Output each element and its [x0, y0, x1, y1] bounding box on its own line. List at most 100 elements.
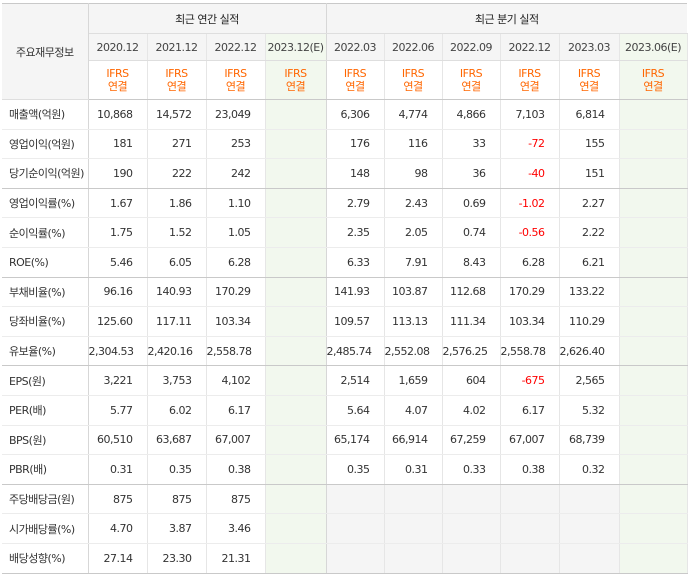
table-row: EPS(원) 3,221 3,753 4,102 2,514 1,659 604 -675 2,… — [2, 365, 688, 396]
period-header: 2022.12 — [206, 33, 266, 61]
row-label: 시가배당률(%) — [2, 513, 89, 544]
period-header: 2022.03 — [326, 33, 385, 61]
data-cell: 2,558.78 — [500, 336, 560, 367]
data-cell — [265, 217, 327, 248]
data-cell — [265, 158, 327, 189]
data-cell — [265, 99, 327, 130]
period-header: 2023.03 — [559, 33, 620, 61]
row-label: 영업이익률(%) — [2, 188, 89, 219]
data-cell: 3,753 — [147, 365, 207, 396]
data-cell: 14,572 — [147, 99, 207, 130]
data-cell — [384, 543, 443, 574]
table-row: 주당배당금(원) 875 875 875 — [2, 484, 688, 515]
period-header: 2021.12 — [147, 33, 207, 61]
data-cell: 170.29 — [206, 277, 266, 308]
ifrs-badge: IFRS 연결 — [265, 60, 327, 100]
data-cell: 155 — [559, 129, 620, 160]
data-cell: 36 — [442, 158, 501, 189]
data-cell: 103.34 — [500, 306, 560, 337]
data-cell — [619, 336, 688, 367]
data-cell — [619, 129, 688, 160]
data-cell: 1.67 — [88, 188, 148, 219]
table-row: 당좌비율(%) 125.60 117.11 103.34 109.57 113.13 111… — [2, 306, 688, 337]
row-label: 당기순이익(억원) — [2, 158, 89, 189]
row-label: 부채비율(%) — [2, 277, 89, 308]
data-cell — [265, 188, 327, 219]
table-row: PER(배) 5.77 6.02 6.17 5.64 4.07 4.02 6.17 5.32 — [2, 395, 688, 426]
data-cell — [559, 513, 620, 544]
row-label: 배당성향(%) — [2, 543, 89, 574]
data-cell: 6.33 — [326, 247, 385, 278]
data-cell — [265, 454, 327, 485]
row-label: 유보율(%) — [2, 336, 89, 367]
data-cell: 1.86 — [147, 188, 207, 219]
ifrs-badge: IFRS 연결 — [442, 60, 501, 100]
table-row: 영업이익률(%) 1.67 1.86 1.10 2.79 2.43 0.69 -1.02 2.2… — [2, 188, 688, 219]
data-cell: 117.11 — [147, 306, 207, 337]
data-cell — [559, 484, 620, 515]
data-cell — [619, 306, 688, 337]
ifrs-label: IFRS — [518, 67, 541, 80]
data-cell: 2.35 — [326, 217, 385, 248]
data-cell — [500, 484, 560, 515]
data-cell: 190 — [88, 158, 148, 189]
data-cell: 5.46 — [88, 247, 148, 278]
data-cell: 5.32 — [559, 395, 620, 426]
period-header: 2022.06 — [384, 33, 443, 61]
table-row: 부채비율(%) 96.16 140.93 170.29 141.93 103.87 112.… — [2, 277, 688, 308]
data-cell: 2.05 — [384, 217, 443, 248]
data-cell: 111.34 — [442, 306, 501, 337]
data-cell — [442, 513, 501, 544]
data-cell — [619, 247, 688, 278]
data-cell: 181 — [88, 129, 148, 160]
row-label: EPS(원) — [2, 365, 89, 396]
consolidated-label: 연결 — [107, 80, 128, 93]
row-label: ROE(%) — [2, 247, 89, 278]
table-row: 당기순이익(억원) 190 222 242 148 98 36 -40 151 — [2, 158, 688, 189]
data-cell: 2.43 — [384, 188, 443, 219]
data-cell: 2,485.74 — [326, 336, 385, 367]
table-row: PBR(배) 0.31 0.35 0.38 0.35 0.31 0.33 0.38 0.32 — [2, 454, 688, 485]
data-cell: 4,102 — [206, 365, 266, 396]
consolidated-label: 연결 — [579, 80, 599, 93]
ifrs-badge: IFRS 연결 — [500, 60, 560, 100]
data-cell — [619, 158, 688, 189]
corner-label: 주요재무정보 — [2, 3, 89, 100]
data-cell: 23.30 — [147, 543, 207, 574]
data-cell: 2,626.40 — [559, 336, 620, 367]
data-cell: 0.38 — [206, 454, 266, 485]
data-cell: 0.32 — [559, 454, 620, 485]
data-cell: -72 — [500, 129, 560, 160]
ifrs-label: IFRS — [106, 67, 129, 80]
data-cell: 10,868 — [88, 99, 148, 130]
data-cell: 2,552.08 — [384, 336, 443, 367]
data-cell — [265, 484, 327, 515]
data-cell: 271 — [147, 129, 207, 160]
data-cell: 1.75 — [88, 217, 148, 248]
data-cell: 8.43 — [442, 247, 501, 278]
data-cell: 63,687 — [147, 425, 207, 456]
data-cell — [265, 277, 327, 308]
data-cell — [326, 484, 385, 515]
data-cell: -40 — [500, 158, 560, 189]
data-cell — [265, 247, 327, 278]
consolidated-label: 연결 — [403, 80, 423, 93]
data-cell: 7,103 — [500, 99, 560, 130]
data-cell — [442, 543, 501, 574]
data-cell — [326, 513, 385, 544]
data-cell: 60,510 — [88, 425, 148, 456]
data-cell: 5.77 — [88, 395, 148, 426]
period-header: 2020.12 — [88, 33, 148, 61]
row-label: 매출액(억원) — [2, 99, 89, 130]
data-cell — [619, 543, 688, 574]
data-cell — [265, 513, 327, 544]
data-cell: 6.21 — [559, 247, 620, 278]
data-cell: 2,558.78 — [206, 336, 266, 367]
data-cell: 6.28 — [206, 247, 266, 278]
row-label: PBR(배) — [2, 454, 89, 485]
ifrs-badge: IFRS 연결 — [619, 60, 688, 100]
consolidated-label: 연결 — [225, 80, 246, 93]
data-cell — [265, 395, 327, 426]
data-cell: 113.13 — [384, 306, 443, 337]
consolidated-label: 연결 — [285, 80, 306, 93]
